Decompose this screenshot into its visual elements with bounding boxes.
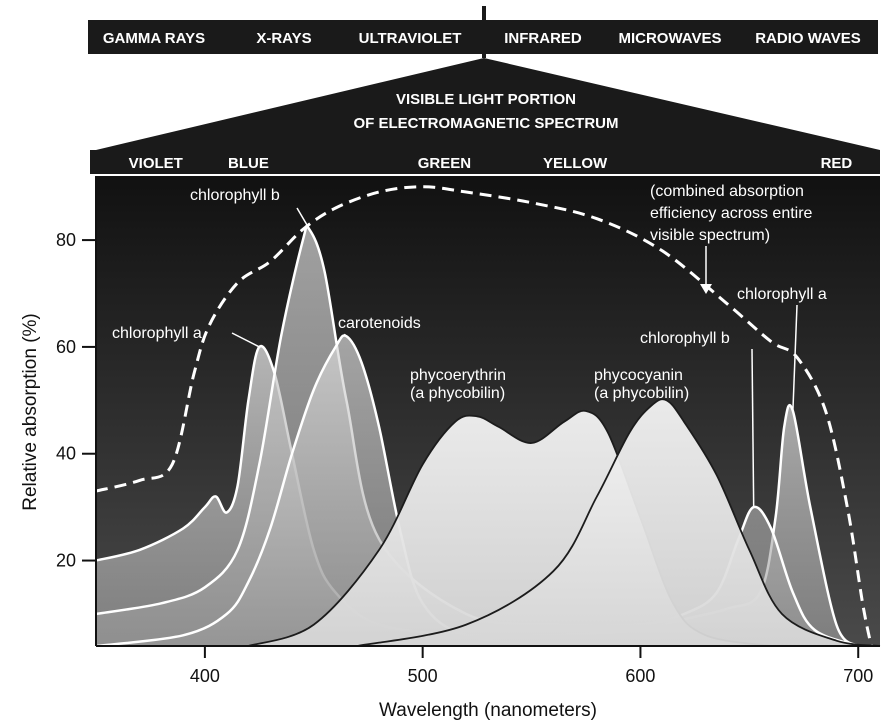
- leader-chlorophyll-b-top: [296, 207, 308, 226]
- label-chlorophyll-a-left: chlorophyll a: [112, 325, 202, 342]
- color-band-violet: VIOLET: [129, 155, 183, 172]
- y-tick-label-80: 80: [56, 230, 76, 250]
- label-combined-3: visible spectrum): [650, 227, 770, 244]
- label-phycocyanin: phycocyanin: [594, 367, 683, 384]
- x-tick-label-500: 500: [408, 666, 438, 686]
- leader-chlorophyll-a-right: [792, 304, 798, 412]
- y-tick-label-60: 60: [56, 337, 76, 357]
- curve-labels: chlorophyll b chlorophyll a carotenoids phy…: [112, 183, 827, 508]
- y-axis: 20 40 60 80: [56, 176, 97, 646]
- x-tick-label-400: 400: [190, 666, 220, 686]
- combined-absorption-curve: [95, 185, 873, 647]
- color-band-strip: [90, 150, 880, 174]
- y-axis-label: Relative absorption (%): [20, 313, 41, 510]
- carotenoids-curve-fill: [96, 335, 641, 647]
- label-chlorophyll-b-top: chlorophyll b: [190, 187, 280, 204]
- leader-carotenoids: [343, 333, 346, 337]
- spectrum-label-infrared: INFRARED: [504, 30, 582, 47]
- color-band-yellow: YELLOW: [543, 155, 608, 172]
- combined-arrowhead: [700, 284, 712, 294]
- spectrum-label-gamma-rays: GAMMA RAYS: [103, 30, 205, 47]
- label-chlorophyll-a-right: chlorophyll a: [737, 286, 827, 303]
- label-combined-1: (combined absorption: [650, 183, 804, 200]
- label-phycoerythrin-sub: (a phycobilin): [410, 385, 505, 402]
- visible-light-trapezoid: [96, 58, 880, 150]
- label-phycocyanin-sub: (a phycobilin): [594, 385, 689, 402]
- y-tick-label-40: 40: [56, 444, 76, 464]
- leader-chlorophyll-a-left: [231, 332, 260, 348]
- spectrum-label-microwaves: MICROWAVES: [618, 30, 721, 47]
- visible-title-line-1: VISIBLE LIGHT PORTION: [396, 91, 576, 108]
- absorption-curves: [95, 185, 881, 649]
- x-tick-label-600: 600: [625, 666, 655, 686]
- phycocyanin-curve: [357, 398, 881, 647]
- color-band-blue: BLUE: [228, 155, 269, 172]
- phycocyanin-curve-fill: [357, 399, 880, 646]
- label-phycoerythrin: phycoerythrin: [410, 367, 506, 384]
- spectrum-band-labels: GAMMA RAYS X-RAYS ULTRAVIOLET INFRARED MICRO…: [103, 30, 861, 47]
- spectrum-label-ultraviolet: ULTRAVIOLET: [359, 30, 462, 47]
- y-tick-label-20: 20: [56, 551, 76, 571]
- x-axis-label: Wavelength (nanometers): [379, 700, 597, 721]
- color-band-red: RED: [821, 155, 853, 172]
- label-combined-2: efficiency across entire: [650, 205, 813, 222]
- label-carotenoids: carotenoids: [338, 315, 421, 332]
- x-axis: 400 500 600 700: [96, 645, 880, 686]
- color-band-labels: VIOLET BLUE GREEN YELLOW RED: [129, 155, 853, 172]
- leader-chlorophyll-b-right: [751, 348, 755, 508]
- spectrum-label-radio-waves: RADIO WAVES: [755, 30, 861, 47]
- spectrum-label-x-rays: X-RAYS: [256, 30, 311, 47]
- color-band-green: GREEN: [418, 155, 471, 172]
- label-chlorophyll-b-right: chlorophyll b: [640, 330, 730, 347]
- x-tick-label-700: 700: [843, 666, 873, 686]
- visible-title-line-2: OF ELECTROMAGNETIC SPECTRUM: [354, 115, 619, 132]
